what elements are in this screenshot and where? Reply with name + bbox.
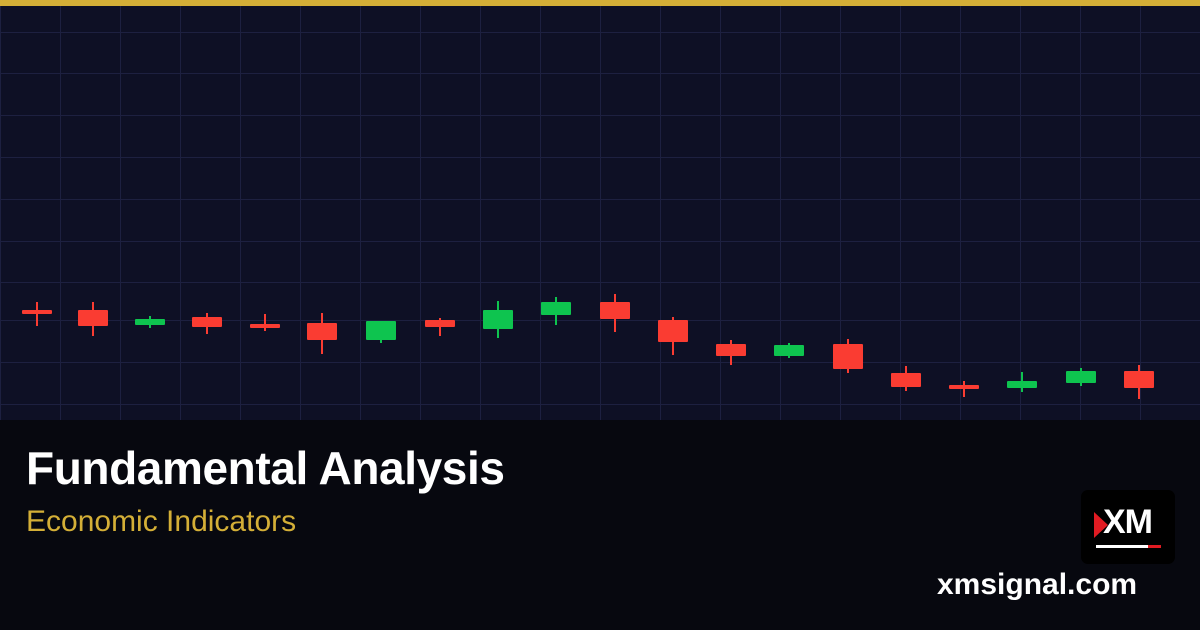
candlestick-body xyxy=(658,320,688,342)
candlestick-chart-panel xyxy=(0,0,1200,420)
xm-logo-inner: XM xyxy=(1081,490,1175,564)
candlestick xyxy=(833,0,863,420)
candlestick-body xyxy=(1124,371,1154,388)
candlestick-body xyxy=(135,319,165,325)
candlestick-body xyxy=(716,344,746,356)
candlestick-wick xyxy=(36,302,38,326)
candlestick xyxy=(541,0,571,420)
candlestick xyxy=(192,0,222,420)
candlestick-body xyxy=(541,302,571,315)
candlestick xyxy=(949,0,979,420)
candlestick xyxy=(22,0,52,420)
candlestick-body xyxy=(425,320,455,327)
candlestick-wick xyxy=(439,318,441,336)
candlestick xyxy=(78,0,108,420)
footer-bar: Fundamental Analysis Economic Indicators xyxy=(0,420,1200,630)
candlestick xyxy=(1007,0,1037,420)
candlestick xyxy=(135,0,165,420)
headline-block: Fundamental Analysis Economic Indicators xyxy=(26,445,505,537)
candlestick-body xyxy=(1007,381,1037,388)
candlestick-body xyxy=(774,345,804,356)
candlestick-wick xyxy=(264,314,266,331)
candlestick xyxy=(716,0,746,420)
candlestick xyxy=(658,0,688,420)
candlestick xyxy=(307,0,337,420)
candlestick xyxy=(600,0,630,420)
candlestick-body xyxy=(1066,371,1096,383)
candlestick-body xyxy=(366,321,396,340)
top-accent-bar xyxy=(0,0,1200,6)
candlestick-body xyxy=(22,310,52,314)
candlestick xyxy=(483,0,513,420)
triangle-icon xyxy=(1094,512,1108,538)
candlestick xyxy=(774,0,804,420)
candlestick-body xyxy=(483,310,513,329)
candlestick xyxy=(250,0,280,420)
candlestick-body xyxy=(949,385,979,389)
xm-logo-text: XM xyxy=(1103,503,1153,541)
candlestick xyxy=(1124,0,1154,420)
candlestick xyxy=(891,0,921,420)
candlestick-series xyxy=(22,0,1154,420)
logo-underline-red xyxy=(1148,545,1161,548)
candlestick xyxy=(366,0,396,420)
candlestick xyxy=(425,0,455,420)
site-url: xmsignal.com xyxy=(937,568,1138,601)
page-title: Fundamental Analysis xyxy=(26,442,505,494)
logo-underline-white xyxy=(1096,545,1148,548)
candlestick-body xyxy=(833,344,863,369)
candlestick-body xyxy=(192,317,222,327)
candlestick-wick xyxy=(963,381,965,397)
candlestick-body xyxy=(78,310,108,326)
candlestick-body xyxy=(307,323,337,340)
xm-logo: XM xyxy=(1081,490,1175,564)
page-subtitle: Economic Indicators xyxy=(26,505,297,538)
candlestick xyxy=(1066,0,1096,420)
candlestick-body xyxy=(891,373,921,387)
candlestick-body xyxy=(600,302,630,319)
candlestick-body xyxy=(250,324,280,328)
